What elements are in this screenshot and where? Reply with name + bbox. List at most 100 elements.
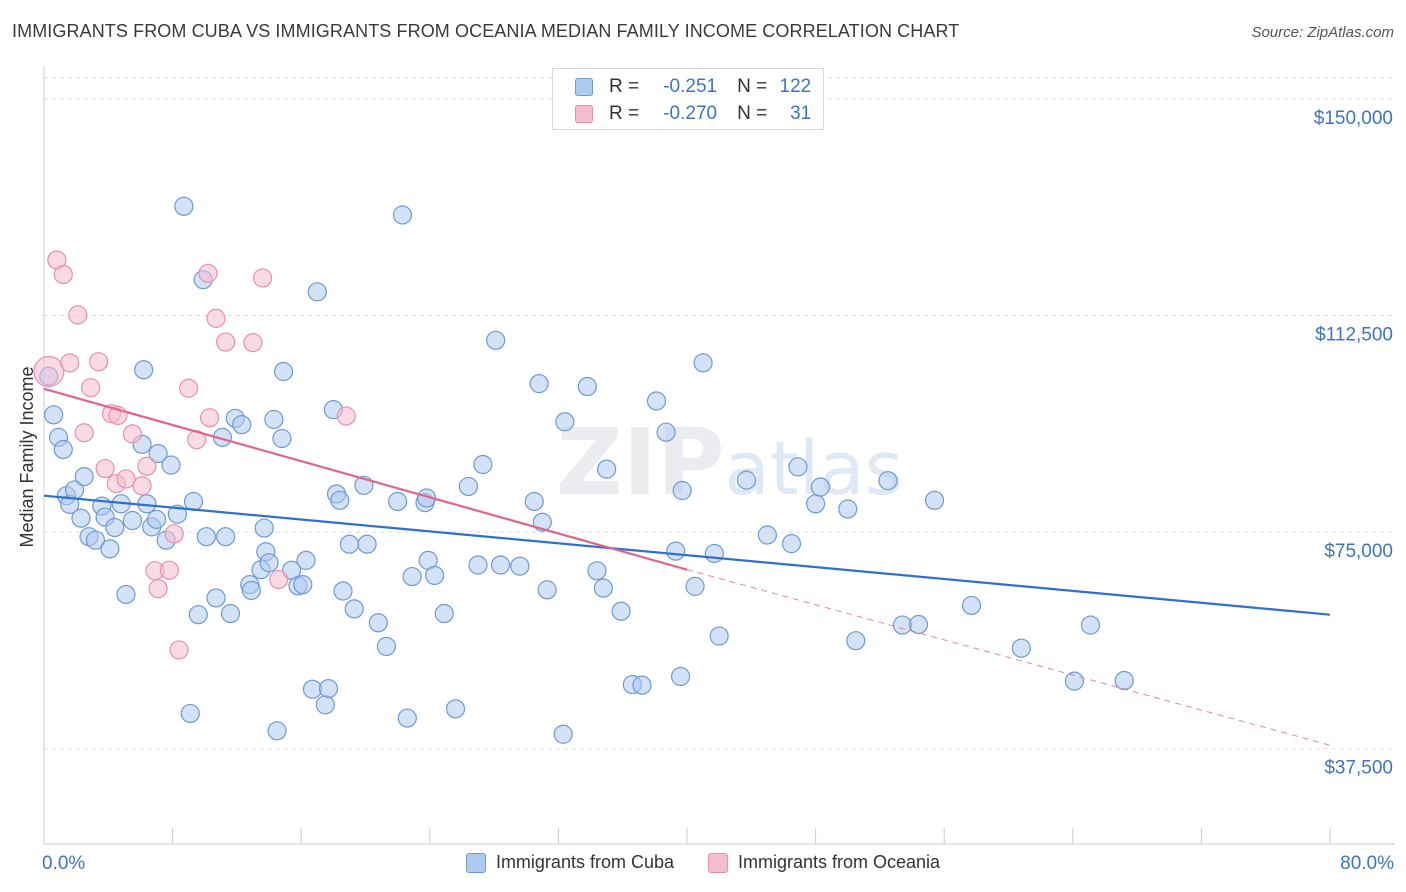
- series-oceania-points: [33, 250, 356, 660]
- data-point-cuba: [307, 282, 327, 302]
- data-point-oceania: [206, 308, 226, 328]
- data-point-cuba: [167, 504, 188, 524]
- data-point-cuba: [264, 409, 284, 430]
- data-point-oceania: [253, 268, 273, 288]
- data-point-cuba: [392, 205, 413, 225]
- data-point-cuba: [537, 580, 557, 600]
- data-point-cuba: [757, 525, 777, 545]
- watermark: ZIPatlas: [556, 409, 903, 516]
- data-point-oceania: [243, 333, 263, 353]
- data-point-cuba: [846, 631, 866, 651]
- data-point-cuba: [216, 527, 236, 547]
- data-point-cuba: [330, 490, 350, 510]
- data-point-cuba: [672, 480, 692, 501]
- y-tick-label: $75,000: [1324, 541, 1393, 562]
- data-point-cuba: [577, 376, 597, 397]
- stats-row-cuba: R = -0.251 N = 122: [575, 74, 811, 100]
- data-point-cuba: [838, 499, 858, 519]
- data-point-cuba: [1011, 638, 1031, 658]
- oceania-legend-swatch: [708, 852, 728, 873]
- data-point-cuba: [71, 508, 91, 528]
- data-point-cuba: [587, 561, 607, 581]
- data-point-cuba: [402, 566, 422, 587]
- data-point-cuba: [183, 491, 204, 512]
- data-point-cuba: [1080, 615, 1101, 635]
- data-point-cuba: [524, 491, 544, 512]
- data-point-oceania: [269, 569, 289, 590]
- data-point-oceania: [198, 263, 218, 283]
- watermark-zip: ZIP: [556, 409, 724, 516]
- data-point-cuba: [878, 471, 898, 491]
- data-point-cuba: [220, 603, 241, 624]
- data-point-oceania: [137, 456, 157, 476]
- cuba-r-value: -0.251: [663, 76, 718, 97]
- oceania-swatch: [575, 105, 593, 123]
- data-point-oceania: [89, 352, 109, 372]
- data-point-cuba: [685, 576, 705, 596]
- x-tick-label: 80.0%: [1340, 853, 1394, 874]
- data-point-cuba: [206, 588, 226, 608]
- legend-label-cuba: Immigrants from Cuba: [495, 852, 674, 872]
- data-point-oceania: [179, 378, 199, 398]
- data-point-cuba: [333, 581, 353, 601]
- data-point-oceania: [33, 355, 65, 388]
- data-point-cuba: [161, 455, 181, 475]
- data-point-oceania: [159, 560, 179, 580]
- data-point-cuba: [709, 626, 729, 646]
- data-point-cuba: [445, 699, 466, 719]
- data-point-cuba: [908, 614, 929, 635]
- data-point-cuba: [188, 605, 208, 625]
- data-point-cuba: [781, 534, 802, 554]
- trendline-cuba: [43, 494, 1331, 616]
- data-point-cuba: [232, 415, 252, 435]
- data-point-cuba: [555, 412, 575, 432]
- data-point-cuba: [434, 603, 454, 624]
- data-point-cuba: [180, 703, 200, 724]
- data-point-cuba: [388, 491, 408, 512]
- oceania-n-value: 31: [790, 103, 812, 124]
- data-point-oceania: [216, 332, 236, 352]
- x-tick-label: 0.0%: [42, 853, 85, 874]
- data-point-oceania: [122, 424, 143, 444]
- data-point-cuba: [196, 527, 216, 547]
- y-tick-label: $150,000: [1314, 108, 1393, 129]
- data-point-cuba: [553, 724, 573, 744]
- data-point-oceania: [60, 353, 80, 373]
- oceania-r-value: -0.270: [663, 103, 718, 124]
- data-point-oceania: [132, 476, 152, 496]
- data-point-cuba: [344, 599, 364, 619]
- data-point-cuba: [376, 636, 396, 657]
- source-label: Source: ZipAtlas.com: [1251, 24, 1394, 41]
- data-point-cuba: [458, 476, 478, 497]
- data-point-cuba: [593, 578, 614, 598]
- data-point-cuba: [368, 613, 388, 633]
- r-label: R =: [609, 103, 640, 124]
- r-label: R =: [609, 76, 640, 97]
- data-point-cuba: [646, 391, 667, 411]
- data-point-cuba: [296, 550, 316, 570]
- legend-item-oceania[interactable]: Immigrants from Oceania: [708, 852, 940, 873]
- data-point-oceania: [53, 264, 73, 285]
- data-point-cuba: [961, 595, 982, 616]
- y-tick-label: $37,500: [1324, 758, 1393, 779]
- data-point-cuba: [148, 443, 168, 464]
- data-point-cuba: [241, 580, 261, 601]
- legend-item-cuba[interactable]: Immigrants from Cuba: [465, 852, 674, 873]
- data-point-cuba: [510, 556, 530, 576]
- data-point-cuba: [666, 541, 686, 561]
- data-point-cuba: [302, 679, 323, 699]
- data-point-cuba: [632, 675, 652, 695]
- data-point-cuba: [74, 467, 94, 487]
- data-point-cuba: [116, 584, 136, 605]
- data-point-oceania: [68, 305, 88, 325]
- stats-legend: R = -0.251 N = 122 R = -0.270 N = 31: [552, 68, 824, 130]
- data-point-oceania: [95, 458, 115, 479]
- data-point-oceania: [199, 408, 220, 428]
- data-point-cuba: [693, 353, 713, 373]
- data-point-cuba: [357, 534, 377, 554]
- data-point-cuba: [293, 575, 313, 595]
- y-tick-label: $112,500: [1315, 324, 1393, 345]
- data-point-cuba: [810, 477, 831, 497]
- data-point-oceania: [116, 469, 136, 489]
